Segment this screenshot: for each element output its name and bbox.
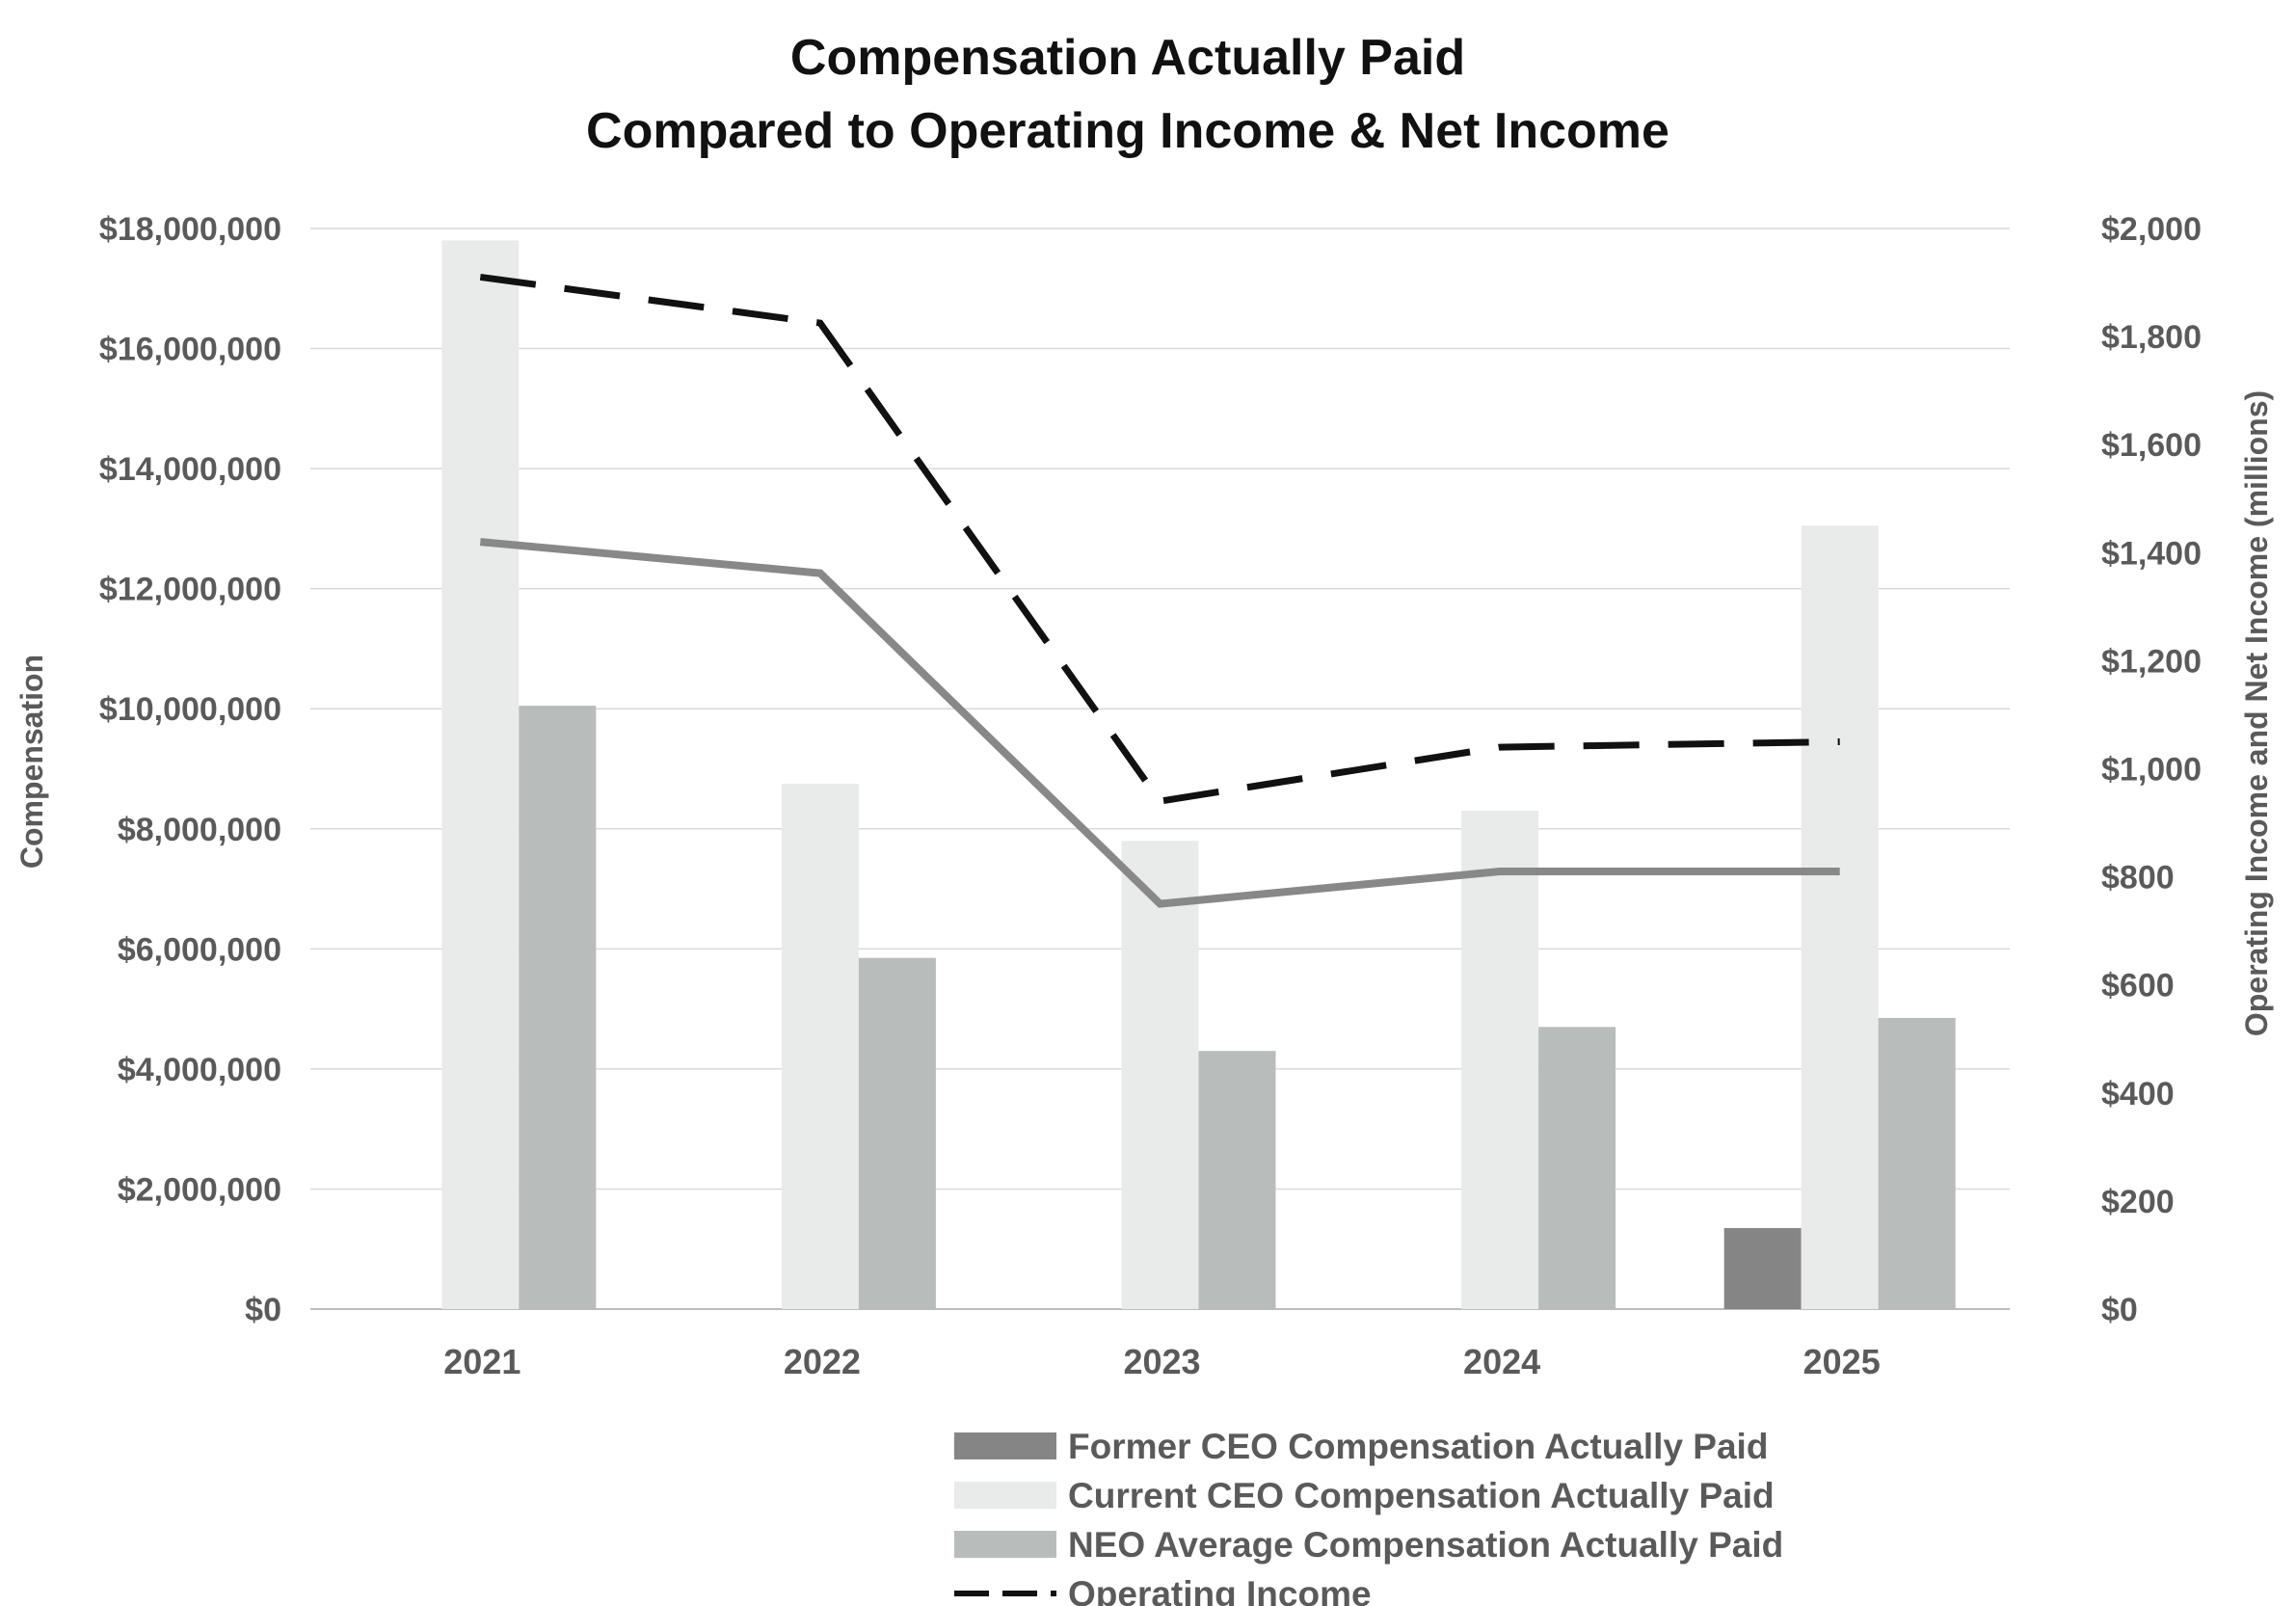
bar-neo-average-compensation-actually-paid (519, 706, 597, 1309)
y2-tick-label: $1,400 (2101, 535, 2202, 572)
x-tick-label: 2023 (1123, 1342, 1200, 1381)
y2-axis-title: Operating Income and Net Income (million… (2239, 390, 2274, 1036)
x-tick-label: 2022 (784, 1342, 861, 1381)
y2-tick-label: $2,000 (2101, 211, 2202, 248)
y2-tick-label: $400 (2101, 1076, 2175, 1112)
y-tick-label: $12,000,000 (99, 572, 281, 608)
y2-tick-label: $0 (2101, 1292, 2138, 1328)
legend-label: Current CEO Compensation Actually Paid (1068, 1476, 1775, 1515)
chart-title-line-1: Compensation Actually Paid (789, 30, 1466, 86)
y-axis-title: Compensation (14, 655, 49, 869)
y-tick-label: $4,000,000 (118, 1052, 281, 1088)
bar-current-ceo-compensation-actually-paid (1801, 525, 1879, 1309)
y-tick-label: $6,000,000 (118, 931, 281, 968)
legend-swatch (954, 1482, 1056, 1509)
y2-tick-label: $800 (2101, 860, 2175, 897)
y2-tick-label: $200 (2101, 1184, 2175, 1220)
y2-tick-label: $1,000 (2101, 752, 2202, 789)
x-tick-label: 2025 (1803, 1342, 1881, 1381)
legend-label: Former CEO Compensation Actually Paid (1068, 1427, 1768, 1466)
y2-tick-label: $1,800 (2101, 319, 2202, 356)
bar-current-ceo-compensation-actually-paid (1461, 811, 1539, 1309)
bar-neo-average-compensation-actually-paid (1878, 1017, 1956, 1309)
bar-neo-average-compensation-actually-paid (1198, 1051, 1276, 1309)
bar-former-ceo-compensation-actually-paid (1723, 1227, 1802, 1309)
y-tick-label: $18,000,000 (99, 211, 281, 248)
bar-neo-average-compensation-actually-paid (1538, 1027, 1616, 1309)
y-tick-label: $10,000,000 (99, 691, 281, 728)
legend-swatch (954, 1531, 1056, 1558)
legend-label: NEO Average Compensation Actually Paid (1068, 1525, 1783, 1565)
y-tick-label: $0 (245, 1292, 281, 1328)
y-tick-label: $8,000,000 (118, 812, 281, 848)
chart-title-line-2: Compared to Operating Income & Net Incom… (586, 103, 1669, 159)
net-income-line (479, 538, 1840, 908)
operating-income-line (479, 273, 1840, 805)
bar-current-ceo-compensation-actually-paid (1121, 841, 1199, 1309)
x-tick-label: 2024 (1463, 1342, 1540, 1381)
bar-current-ceo-compensation-actually-paid (441, 240, 520, 1309)
legend-label: Operating Income (1068, 1574, 1372, 1606)
y-tick-label: $14,000,000 (99, 451, 281, 488)
legend-swatch (954, 1432, 1056, 1459)
x-tick-label: 2021 (443, 1342, 521, 1381)
y2-tick-label: $600 (2101, 968, 2175, 1004)
y-tick-label: $16,000,000 (99, 332, 281, 368)
y2-tick-label: $1,600 (2101, 427, 2202, 464)
bar-neo-average-compensation-actually-paid (858, 957, 936, 1309)
y-tick-label: $2,000,000 (118, 1171, 281, 1208)
bar-current-ceo-compensation-actually-paid (781, 784, 859, 1309)
y2-tick-label: $1,200 (2101, 643, 2202, 680)
